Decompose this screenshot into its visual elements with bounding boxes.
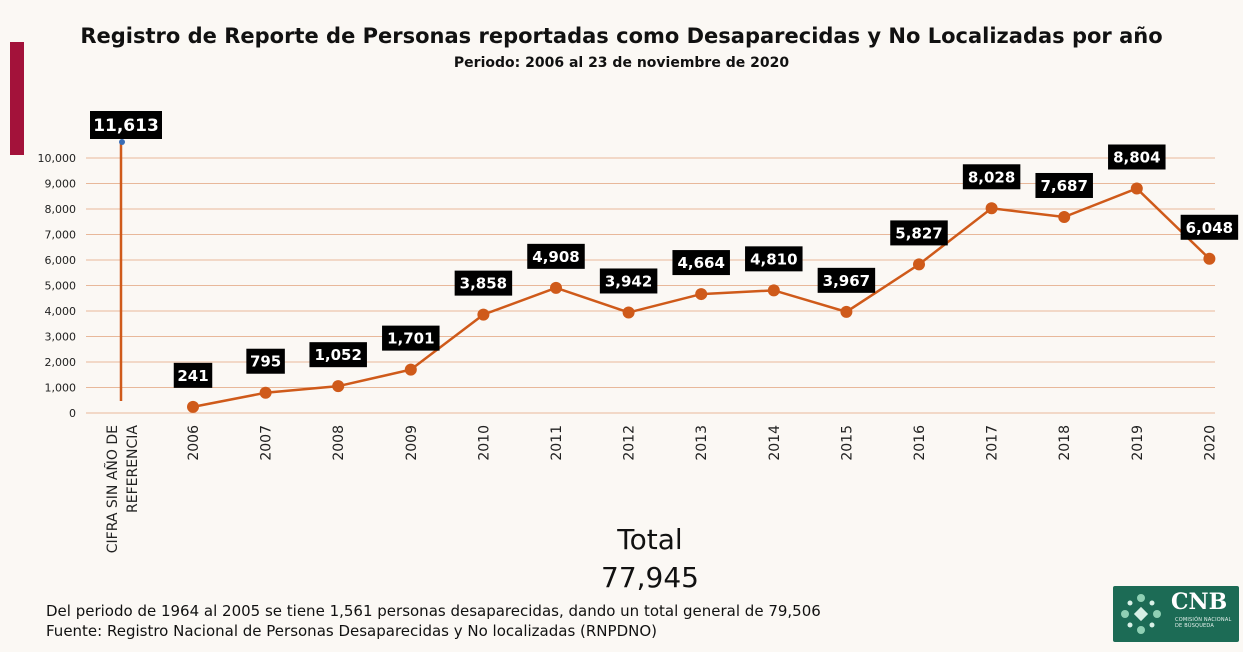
data-label-box	[382, 325, 440, 351]
data-point	[767, 284, 780, 297]
x-tick-label: 2008	[331, 425, 347, 461]
y-tick-label: 4,000	[45, 305, 77, 318]
data-label-box	[173, 362, 213, 388]
reference-point	[119, 139, 125, 145]
data-label: 8,804	[1113, 148, 1160, 166]
x-tick-label: 2010	[476, 425, 492, 461]
x-tick-label: 2016	[912, 425, 928, 461]
data-label: 3,967	[823, 272, 870, 290]
data-label: 1,052	[314, 346, 361, 364]
chart-subtitle: Periodo: 2006 al 23 de noviembre de 2020	[453, 55, 790, 71]
data-label-box	[1180, 214, 1239, 240]
data-label: 8,028	[968, 168, 1015, 186]
data-point	[477, 308, 490, 321]
data-label: 1,701	[387, 330, 434, 348]
data-label-box	[1035, 172, 1093, 198]
x-tick-label: 2009	[404, 425, 420, 461]
data-label-box	[890, 220, 948, 246]
data-point	[332, 380, 345, 393]
data-point	[404, 363, 417, 376]
y-tick-label: 5,000	[45, 280, 77, 293]
data-label: 7,687	[1040, 177, 1087, 195]
data-point	[1203, 252, 1216, 265]
logo-acronym: CNB	[1171, 589, 1228, 615]
data-label: 5,827	[895, 224, 942, 242]
data-point	[622, 306, 635, 319]
data-label: 6,048	[1186, 219, 1233, 237]
reference-label-box	[90, 111, 162, 139]
footnote-period: Del periodo de 1964 al 2005 se tiene 1,5…	[46, 602, 821, 620]
y-tick-label: 10,000	[38, 152, 77, 165]
data-label-box	[309, 342, 367, 368]
total-label: Total	[617, 523, 683, 556]
y-tick-label: 9,000	[45, 178, 77, 191]
data-label: 4,664	[677, 254, 724, 272]
y-tick-label: 7,000	[45, 229, 77, 242]
footnote-source: Fuente: Registro Nacional de Personas De…	[46, 622, 658, 640]
data-label-box	[817, 267, 876, 293]
x-tick-label: 2013	[694, 425, 710, 461]
data-label-box	[962, 164, 1021, 190]
data-label-box	[527, 243, 585, 269]
x-tick-label: 2011	[549, 425, 565, 461]
cnb-emblem-icon	[1121, 594, 1161, 634]
x-tick-label: 2012	[622, 425, 638, 461]
data-label-box	[246, 348, 285, 374]
data-label-box	[745, 246, 803, 272]
total-value: 77,945	[601, 561, 699, 594]
data-label: 241	[177, 367, 208, 385]
data-point	[695, 288, 708, 301]
reference-data-label: 11,613	[93, 116, 159, 136]
data-label: 4,908	[532, 248, 579, 266]
data-point	[1130, 182, 1143, 195]
data-label-box	[454, 270, 513, 296]
y-tick-label: 0	[69, 407, 76, 420]
logo-subtitle: COMISIÓN NACIONAL DE BÚSQUEDA	[1175, 617, 1232, 629]
data-point	[187, 400, 199, 413]
chart-title: Registro de Reporte de Personas reportad…	[80, 24, 1163, 48]
x-tick-label: 2006	[186, 425, 202, 461]
y-tick-label: 6,000	[45, 254, 77, 267]
reference-category-label: CIFRA SIN AÑO DE	[104, 425, 121, 553]
y-tick-label: 1,000	[45, 382, 77, 395]
data-point	[913, 258, 925, 271]
y-tick-label: 3,000	[45, 331, 77, 344]
data-point	[1058, 210, 1071, 223]
data-label: 4,810	[750, 250, 797, 268]
data-label-box	[599, 268, 658, 294]
data-label-box	[672, 250, 730, 276]
reference-category-label: REFERENCIA	[125, 425, 141, 513]
data-point	[259, 386, 272, 399]
data-label-box	[1108, 144, 1166, 170]
x-tick-label: 2017	[985, 425, 1001, 461]
x-tick-label: 2014	[767, 425, 783, 461]
x-tick-label: 2018	[1057, 425, 1073, 461]
y-tick-label: 2,000	[45, 356, 77, 369]
x-tick-label: 2019	[1130, 425, 1146, 461]
data-label: 3,858	[460, 275, 507, 293]
x-tick-label: 2007	[259, 425, 275, 461]
data-label: 3,942	[605, 272, 652, 290]
y-tick-label: 8,000	[45, 203, 77, 216]
x-tick-label: 2015	[839, 425, 855, 461]
x-tick-label: 2020	[1202, 425, 1218, 461]
data-point	[840, 305, 853, 318]
data-point	[985, 202, 998, 215]
cnb-logo: CNB COMISIÓN NACIONAL DE BÚSQUEDA	[1113, 586, 1239, 642]
data-point	[550, 281, 562, 294]
accent-bar	[10, 42, 24, 155]
data-label: 795	[250, 353, 281, 371]
